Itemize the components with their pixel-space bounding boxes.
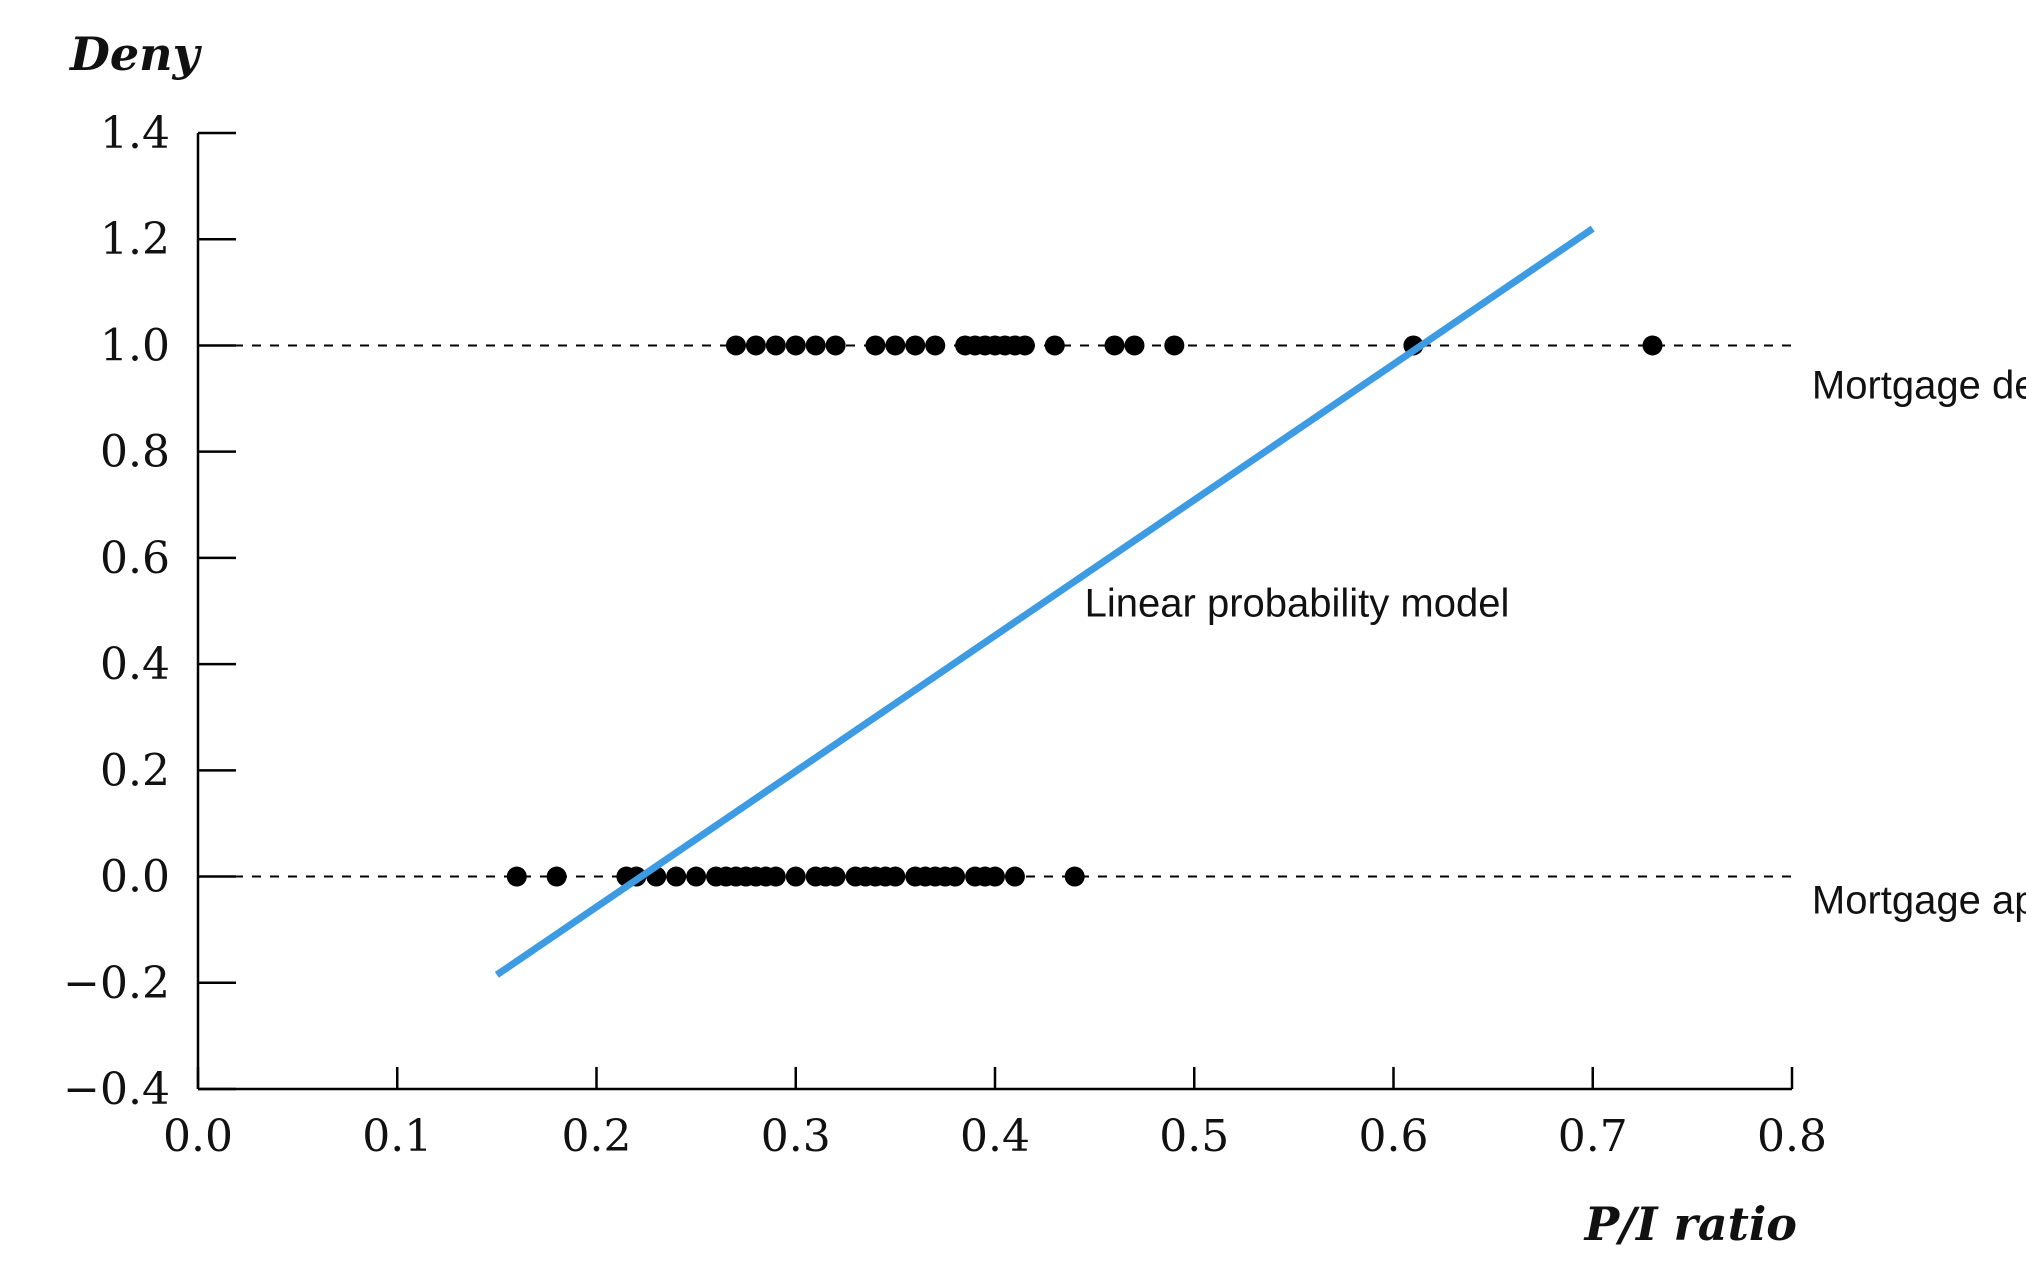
annotation-label: Mortgage denied: [1812, 364, 2026, 408]
x-tick-label: 0.7: [1558, 1111, 1628, 1162]
x-tick-label: 0.2: [562, 1111, 632, 1162]
data-point: [925, 335, 946, 356]
x-tick-label: 0.6: [1359, 1111, 1429, 1162]
x-axis-title: P/I ratio: [1583, 1197, 1797, 1251]
data-point: [666, 866, 687, 887]
data-point: [1104, 335, 1125, 356]
data-point: [1044, 335, 1065, 356]
x-tick-label: 0.4: [960, 1111, 1030, 1162]
data-point: [945, 866, 966, 887]
y-tick-label: 0.0: [100, 852, 170, 903]
data-point: [1124, 335, 1145, 356]
y-tick-label: 0.4: [100, 639, 170, 690]
data-point: [885, 866, 906, 887]
data-point: [546, 866, 567, 887]
data-point: [865, 335, 886, 356]
y-tick-label: 1.0: [100, 320, 170, 371]
linear-probability-line: [494, 225, 1595, 978]
y-tick-label: 1.4: [100, 108, 170, 159]
y-tick-label: 1.2: [100, 214, 170, 265]
data-point: [1164, 335, 1185, 356]
data-point: [765, 335, 786, 356]
y-tick-label: 0.8: [100, 427, 170, 478]
data-point: [785, 866, 806, 887]
data-point: [1004, 866, 1025, 887]
x-tick-label: 0.3: [761, 1111, 831, 1162]
data-point: [985, 866, 1005, 887]
data-point: [825, 866, 846, 887]
y-tick-label: −0.2: [63, 958, 170, 1009]
data-point: [825, 335, 846, 356]
data-point: [905, 335, 926, 356]
plot-area: 1.41.21.00.80.60.40.20.0−0.2−0.40.0 0.1 0.…: [63, 108, 2026, 1162]
annotation-label: Linear probability model: [1085, 581, 1510, 625]
data-point: [1064, 866, 1085, 887]
y-axis-title: Deny: [68, 27, 203, 81]
y-tick-label: 0.2: [100, 745, 170, 796]
data-point: [885, 335, 906, 356]
y-tick-label: 0.6: [100, 533, 170, 584]
data-point: [745, 335, 766, 356]
data-point: [1014, 335, 1035, 356]
data-point: [765, 866, 786, 887]
data-point: [725, 335, 746, 356]
annotation-label: Mortgage approved: [1812, 879, 2026, 923]
data-point: [686, 866, 707, 887]
data-point: [1642, 335, 1663, 356]
data-point: [785, 335, 806, 356]
x-tick-label: 0.0: [163, 1111, 233, 1162]
x-tick-label: 0.5: [1159, 1111, 1229, 1162]
x-tick-label: 0.1: [362, 1111, 432, 1162]
x-tick-label: 0.8: [1757, 1111, 1827, 1162]
data-point: [506, 866, 527, 887]
data-point: [805, 335, 826, 356]
y-tick-label: −0.4: [63, 1064, 170, 1115]
